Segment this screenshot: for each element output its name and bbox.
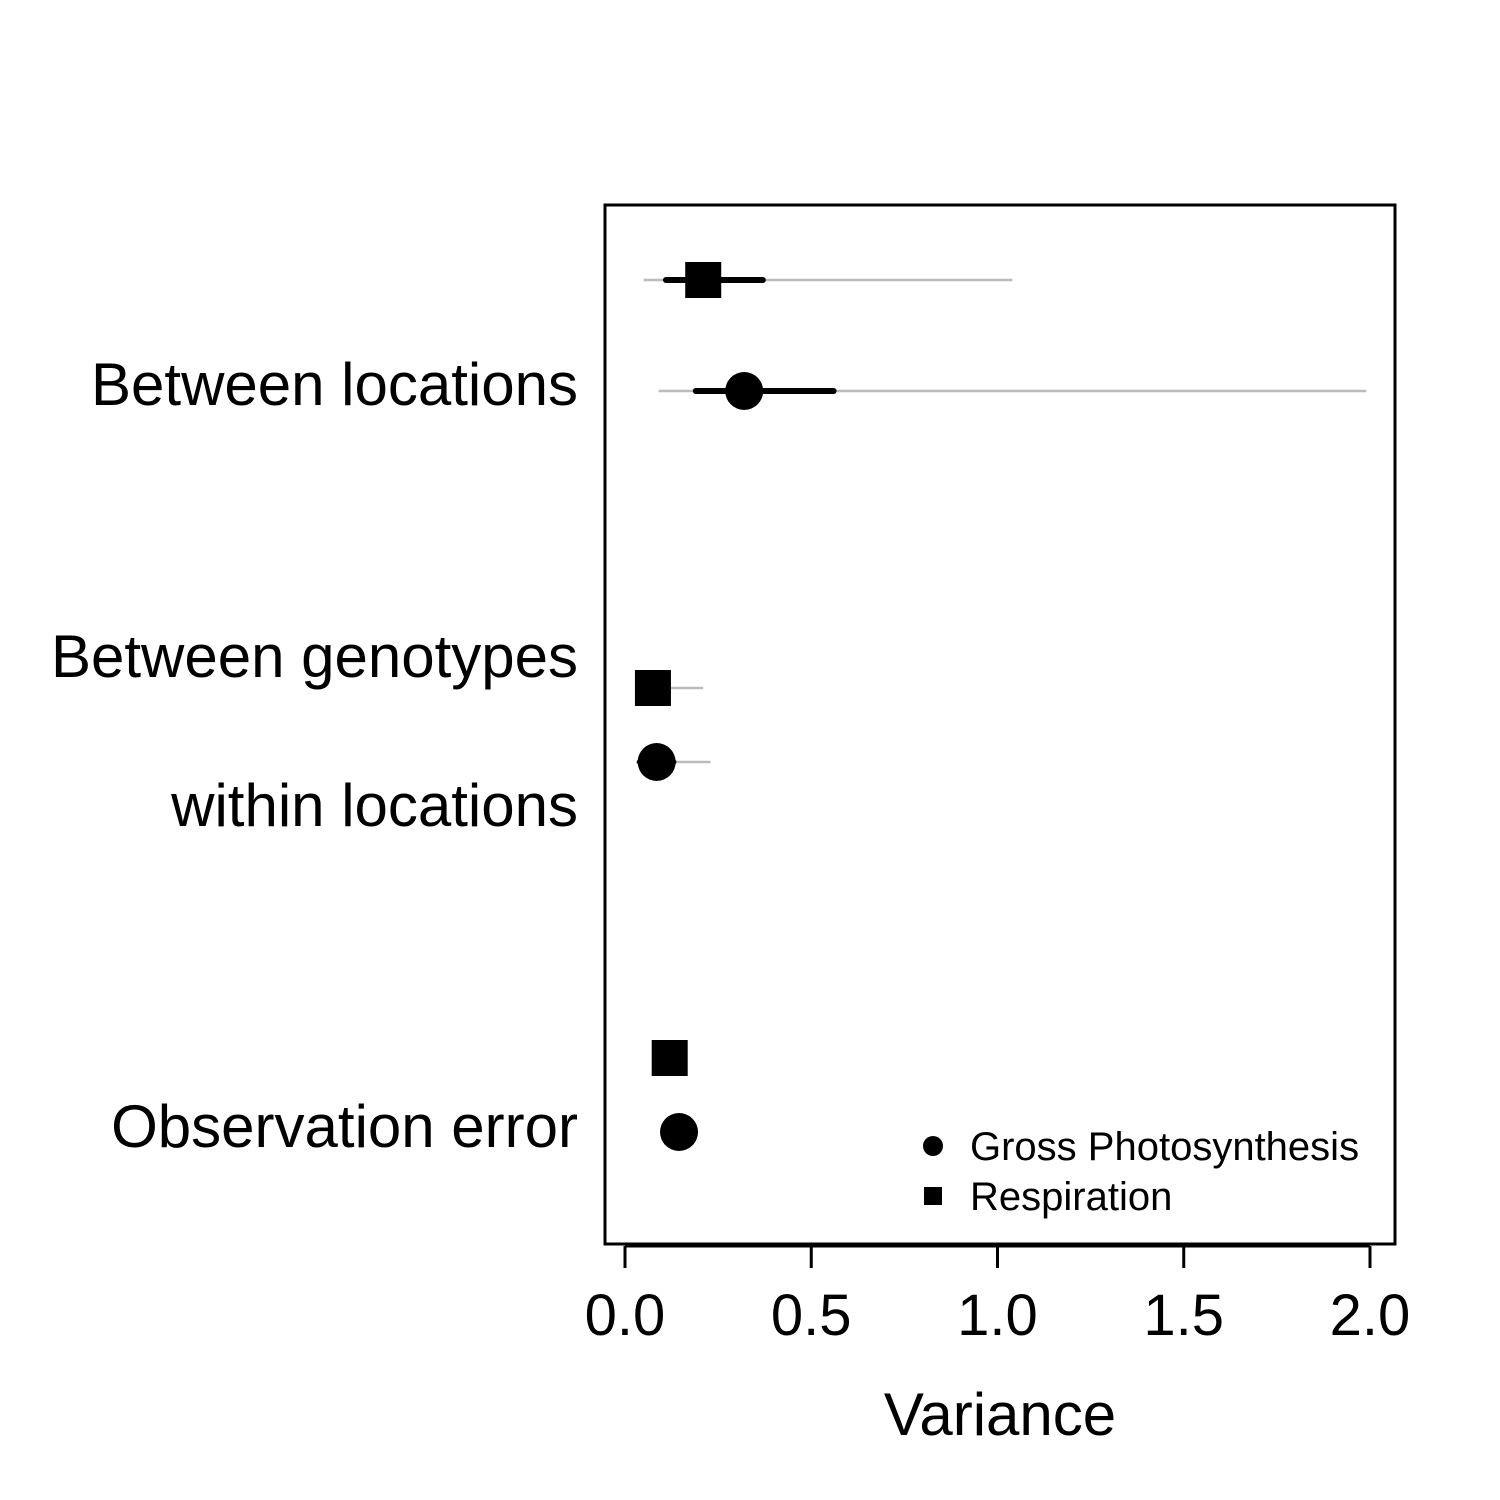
point-square-0 (685, 262, 722, 298)
legend-square-marker (924, 1187, 942, 1205)
category-label-2-0: Observation error (111, 1093, 578, 1160)
point-circle-0 (725, 372, 764, 410)
x-tick-label-3: 1.5 (1143, 1283, 1224, 1348)
x-tick-label-2: 1.0 (957, 1283, 1038, 1348)
legend: Gross Photosynthesis Respiration (923, 1125, 1359, 1219)
category-label-1-0: Between genotypes (51, 623, 578, 690)
category-label-0-0: Between locations (91, 351, 578, 418)
legend-label-1: Respiration (970, 1175, 1172, 1219)
x-tick-label-0: 0.0 (585, 1283, 666, 1348)
marker-layer (634, 262, 764, 1151)
category-labels: Between locations Between genotypes within… (51, 351, 578, 1160)
point-circle-1 (637, 743, 676, 781)
legend-circle-marker (923, 1136, 943, 1156)
x-axis-label: Variance (884, 1381, 1116, 1448)
x-tick-label-1: 0.5 (771, 1283, 852, 1348)
point-square-2 (651, 1040, 688, 1076)
category-label-1-1: within locations (170, 772, 578, 839)
point-circle-2 (660, 1113, 699, 1151)
plot-frame (603, 203, 1397, 1246)
x-tick-label-4: 2.0 (1330, 1283, 1411, 1348)
point-square-1 (634, 670, 671, 706)
x-axis: 0.0 0.5 1.0 1.5 2.0 (585, 1244, 1411, 1348)
legend-label-0: Gross Photosynthesis (970, 1125, 1359, 1169)
